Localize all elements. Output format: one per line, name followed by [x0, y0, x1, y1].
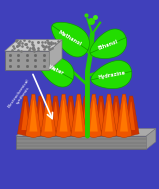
Polygon shape [60, 100, 68, 132]
Text: Ethanol: Ethanol [97, 39, 119, 51]
Polygon shape [56, 94, 72, 138]
Text: Hydrazine: Hydrazine [97, 71, 125, 81]
Polygon shape [38, 56, 74, 87]
Polygon shape [45, 100, 52, 132]
Polygon shape [116, 94, 132, 138]
Text: Electrochemical
synthesis: Electrochemical synthesis [7, 78, 34, 111]
Polygon shape [90, 29, 127, 58]
Polygon shape [29, 100, 37, 132]
Polygon shape [16, 129, 156, 136]
Polygon shape [52, 22, 89, 57]
Polygon shape [33, 96, 48, 136]
Text: Water: Water [47, 64, 64, 76]
Polygon shape [67, 102, 75, 130]
Polygon shape [93, 96, 109, 136]
Polygon shape [127, 102, 135, 130]
Polygon shape [71, 94, 87, 138]
Polygon shape [37, 102, 45, 130]
Polygon shape [105, 100, 113, 132]
Polygon shape [120, 100, 128, 132]
Polygon shape [78, 96, 94, 136]
Polygon shape [75, 100, 83, 132]
Polygon shape [108, 96, 124, 136]
Polygon shape [16, 136, 146, 149]
Polygon shape [17, 96, 33, 136]
Polygon shape [41, 94, 56, 138]
Polygon shape [146, 129, 156, 149]
Polygon shape [90, 100, 98, 132]
Polygon shape [5, 40, 62, 51]
Polygon shape [49, 40, 62, 70]
Polygon shape [52, 102, 60, 130]
Polygon shape [5, 51, 49, 70]
Polygon shape [21, 102, 29, 130]
Polygon shape [97, 102, 105, 130]
Polygon shape [63, 96, 79, 136]
Polygon shape [91, 60, 132, 89]
Polygon shape [48, 96, 64, 136]
Polygon shape [112, 102, 120, 130]
Polygon shape [82, 102, 90, 130]
Polygon shape [86, 94, 102, 138]
Text: Methanol: Methanol [57, 29, 83, 46]
Polygon shape [25, 94, 41, 138]
Polygon shape [123, 96, 139, 136]
Polygon shape [101, 94, 117, 138]
